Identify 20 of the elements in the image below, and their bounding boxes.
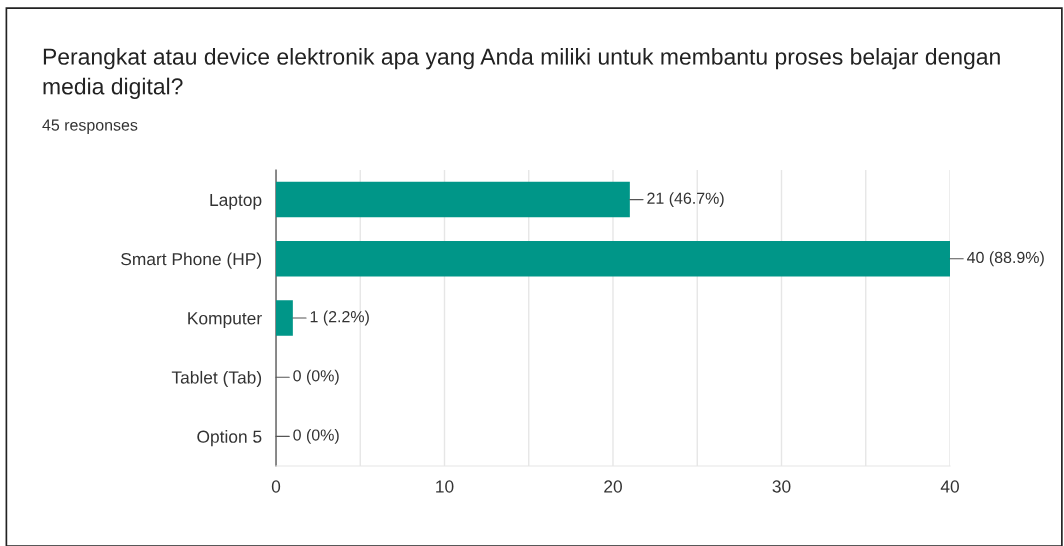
y-tick-label: Option 5	[197, 430, 262, 447]
chart-title: Perangkat atau device elektronik apa yang Anda miliki untuk membantu proses belajar dengan media digital?	[43, 48, 1000, 100]
x-tick-label: 40	[940, 480, 959, 493]
y-tick-label: Laptop	[210, 193, 262, 210]
bar	[276, 181, 630, 218]
x-tick-label: 10	[436, 480, 454, 493]
text: 45 responses	[42, 119, 138, 134]
data-label: 0 (0%)	[293, 428, 339, 444]
data-label: 21 (46.7%)	[647, 192, 724, 208]
y-tick-label: Tablet (Tab)	[171, 370, 262, 388]
bar	[276, 300, 293, 336]
x-tick-label: 0	[271, 480, 281, 493]
bar	[276, 241, 950, 277]
x-tick-label: 30	[772, 480, 791, 493]
y-tick-label: Komputer	[188, 312, 262, 328]
x-tick-label: 20	[604, 480, 622, 493]
data-label: 1 (2.2%)	[310, 310, 369, 326]
y-tick-label: Smart Phone (HP)	[121, 252, 262, 269]
data-label: 0 (0%)	[293, 369, 339, 385]
data-label: 40 (88.9%)	[967, 251, 1044, 267]
